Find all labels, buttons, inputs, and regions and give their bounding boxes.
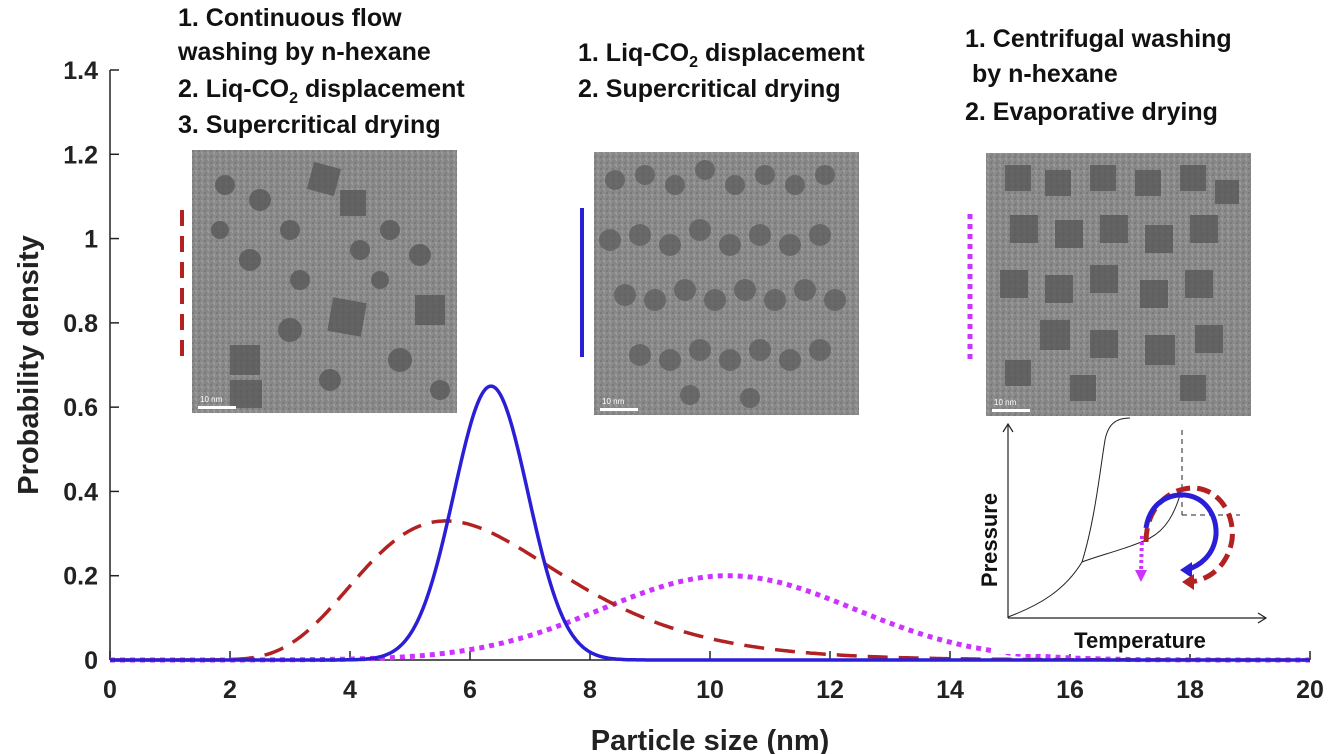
x-tick-label-9: 18: [1176, 676, 1204, 704]
tem-scale-label-1: 10 nm: [200, 395, 223, 404]
annotation-1-line-3: 2. Liq-CO2 displacement: [178, 75, 465, 107]
annotation-1-line-2: washing by n-hexane: [177, 38, 431, 66]
y-tick-label-5: 1: [84, 226, 98, 254]
annotations: 1. Continuous flow washing by n-hexane 2…: [177, 4, 1232, 139]
y-tick-label-6: 1.2: [63, 141, 98, 169]
x-tick-label-4: 8: [583, 676, 597, 704]
annotation-1-line-1: 1. Continuous flow: [178, 4, 402, 32]
phase-diagram-inset: Temperature Pressure: [977, 417, 1272, 654]
x-tick-label-2: 4: [343, 676, 357, 704]
annotation-1-line-3-sub: 2: [289, 90, 298, 107]
y-tick-label-7: 1.4: [63, 57, 98, 85]
annotation-3-line-2: by n-hexane: [965, 60, 1118, 88]
path-blue-solid: [1143, 492, 1219, 573]
x-tick-label-0: 0: [103, 676, 117, 704]
path-blue-arrowhead: [1180, 562, 1192, 578]
curves: [110, 384, 1310, 663]
y-axis-title: Probability density: [13, 235, 45, 494]
legend-marks: [180, 208, 973, 360]
annotation-1-line-3-main: 2. Liq-CO: [178, 75, 289, 103]
tem-scale-label-2: 10 nm: [602, 397, 625, 406]
y-tick-label-0: 0: [84, 647, 98, 675]
tem-image-3: 10 nm: [986, 153, 1251, 416]
path-magenta-dotted: [1139, 535, 1144, 573]
x-axis-title: Particle size (nm): [591, 725, 830, 754]
annotation-1-line-4: 3. Supercritical drying: [178, 111, 441, 139]
x-tick-label-1: 2: [223, 676, 237, 704]
tem-images: 10 nm 10 nm: [192, 150, 1251, 416]
annotation-1-line-3-rest: displacement: [298, 75, 465, 103]
series-line-solid: [110, 384, 1310, 662]
x-tick-label-10: 20: [1296, 676, 1324, 704]
y-tick-label-1: 0.2: [63, 563, 98, 591]
path-magenta-arrowhead: [1135, 570, 1147, 582]
sublimation-vaporization-curve: [1007, 487, 1183, 618]
tick-labels: 0 2 4 6 8 10 12 14 16 18 20 0 0.2 0.4 0.6 0.8 1 1.2 1.4: [63, 57, 1324, 704]
x-tick-label-8: 16: [1056, 676, 1084, 704]
x-tick-label-6: 12: [816, 676, 844, 704]
inset-x-label: Temperature: [1074, 628, 1206, 653]
tem-scale-label-3: 10 nm: [994, 398, 1017, 407]
annotation-2-line-1-rest: displacement: [698, 39, 865, 67]
annotation-2-line-1-sub: 2: [689, 54, 698, 71]
x-tick-label-3: 6: [463, 676, 477, 704]
melting-curve: [1081, 417, 1131, 563]
tem-image-1: 10 nm: [192, 150, 457, 413]
path-red-arrowhead: [1182, 574, 1194, 590]
y-tick-label-2: 0.4: [63, 478, 98, 506]
annotation-3-line-1: 1. Centrifugal washing: [965, 25, 1232, 53]
annotation-3-line-3: 2. Evaporative drying: [965, 98, 1218, 126]
annotation-2-line-1-main: 1. Liq-CO: [578, 39, 689, 67]
x-tick-label-5: 10: [696, 676, 724, 704]
inset-y-label: Pressure: [977, 493, 1002, 587]
y-tick-label-4: 0.8: [63, 310, 98, 338]
x-tick-label-7: 14: [936, 676, 964, 704]
tem-image-2: 10 nm: [594, 152, 859, 415]
annotation-2-line-2: 2. Supercritical drying: [578, 75, 841, 103]
y-tick-label-3: 0.6: [63, 394, 98, 422]
annotation-2-line-1: 1. Liq-CO2 displacement: [578, 39, 865, 71]
